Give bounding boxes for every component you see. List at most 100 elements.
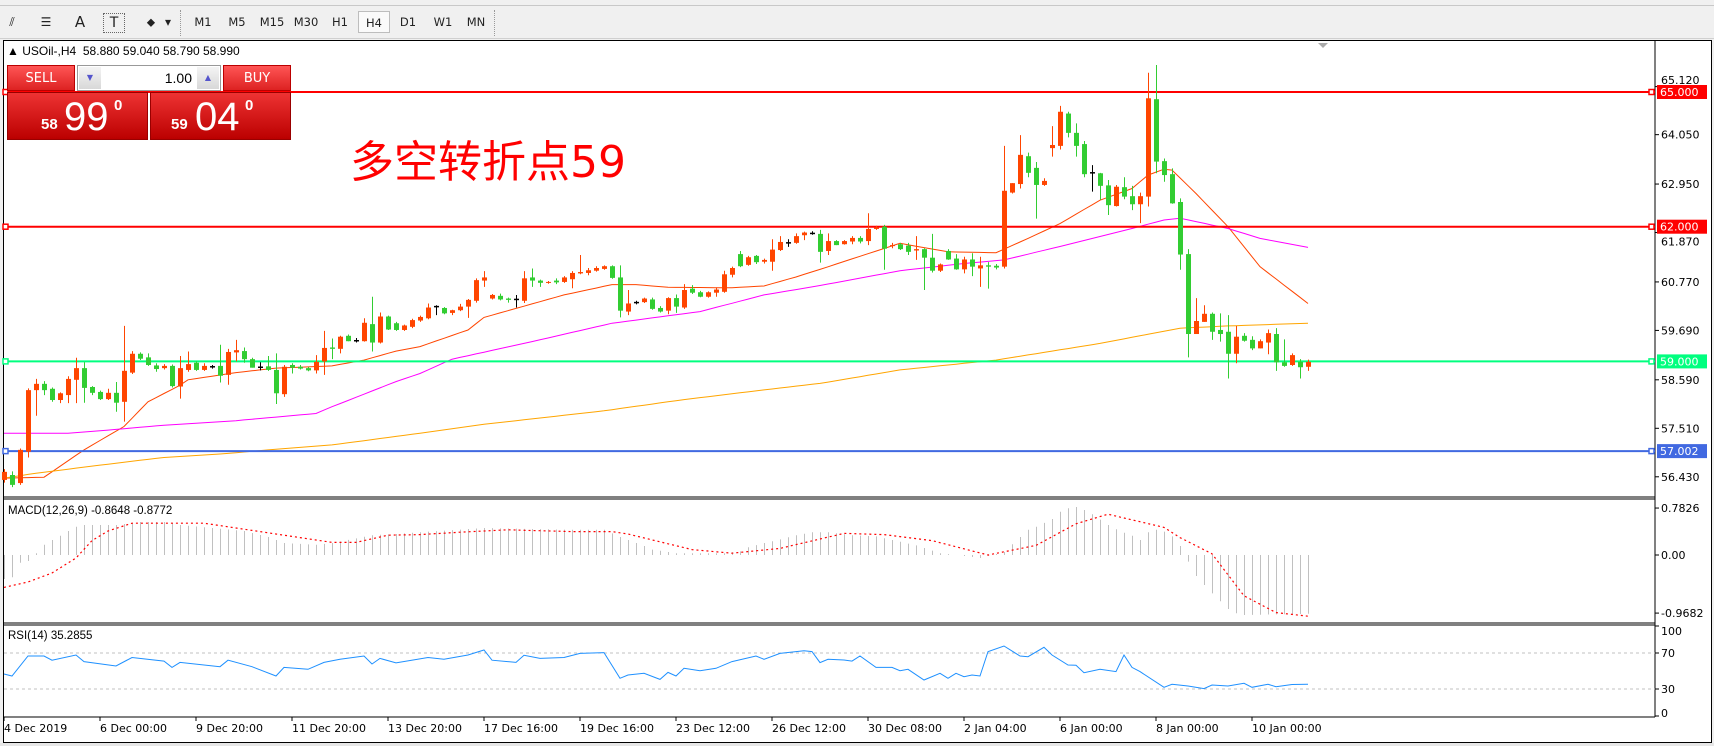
chart-text-annotation[interactable]: 多空转折点59 [350, 137, 626, 188]
candle-up [2, 471, 7, 480]
rsi-title: RSI(14) 35.2855 [8, 630, 92, 642]
price-tag-label: 65.000 [1660, 86, 1699, 99]
timeframe-m15[interactable]: M15 [259, 15, 285, 29]
candle-down [1074, 132, 1079, 146]
candle-down [498, 295, 503, 300]
line-handle[interactable] [2, 223, 9, 230]
candle-up [578, 272, 583, 274]
candle-down [1242, 335, 1247, 341]
chevron-down-icon[interactable]: ▾ [164, 15, 172, 29]
timeframe-d1[interactable]: D1 [399, 15, 417, 29]
timeframe-h4[interactable]: H4 [358, 11, 390, 33]
line-handle[interactable] [2, 358, 9, 365]
candle-down [834, 241, 839, 246]
candle-down [1298, 361, 1303, 368]
candle-up [850, 237, 855, 242]
text-tool-icon[interactable]: A [74, 13, 86, 31]
text-label-icon[interactable]: T [103, 13, 125, 33]
timeframe-m5[interactable]: M5 [228, 15, 246, 29]
candle-up [1306, 361, 1311, 367]
candle-up [1194, 320, 1199, 335]
candle-down [994, 265, 999, 268]
candle-up [938, 264, 943, 271]
volume-increase-button[interactable]: ▲ [197, 67, 219, 89]
candle-down [1170, 174, 1175, 204]
macd-tick-label: 0.00 [1661, 549, 1686, 562]
candle-down [1106, 185, 1111, 206]
price-tag [1657, 444, 1707, 459]
candle-up [890, 245, 895, 247]
timeframe-m30[interactable]: M30 [293, 15, 319, 29]
candle-down [698, 292, 703, 297]
timeframe-h1[interactable]: H1 [332, 15, 348, 29]
candle-down [554, 280, 559, 283]
candle-up [234, 350, 239, 353]
chart-tabs-bar [0, 743, 1714, 746]
chart-shift-marker-icon[interactable] [1318, 43, 1328, 48]
timeframe-mn[interactable]: MN [466, 15, 486, 29]
candle-down [442, 307, 447, 314]
time-tick-label: 8 Jan 00:00 [1156, 722, 1219, 735]
buy-price-box[interactable]: 59 04 0 [150, 92, 291, 140]
rsi-tick-label: 0 [1661, 707, 1668, 720]
candle-up [778, 241, 783, 251]
price-tick-label: 61.870 [1661, 236, 1700, 249]
line-handle[interactable] [1648, 88, 1655, 96]
candle-up [826, 241, 831, 251]
buy-button[interactable]: BUY [223, 65, 291, 91]
arrows-icon[interactable]: ⬥ [146, 15, 156, 29]
price-tag [1657, 354, 1707, 369]
candle-down [250, 359, 255, 368]
line-handle[interactable] [2, 447, 9, 455]
candle-down [330, 347, 335, 349]
line-handle[interactable] [1648, 223, 1655, 230]
fibonacci-icon[interactable]: ☰ [40, 15, 52, 29]
candle-up [458, 306, 463, 311]
candle-up [866, 228, 871, 242]
time-tick-label: 6 Jan 00:00 [1060, 722, 1123, 735]
macd-tick-label: -0.9682 [1661, 607, 1703, 620]
price-tick-label: 57.510 [1661, 422, 1700, 435]
chart-window[interactable] [3, 40, 1712, 743]
candle-up [418, 316, 423, 321]
candle-down [146, 357, 151, 365]
equidistant-channel-icon[interactable]: ⫽ [9, 15, 15, 29]
candle-up [762, 259, 767, 262]
candle-down [1154, 99, 1159, 162]
line-handle[interactable] [1648, 447, 1655, 455]
candle-down [530, 277, 535, 281]
candle-up [594, 268, 599, 271]
candle-up [410, 320, 415, 327]
candle-up [1050, 144, 1055, 149]
candle-down [1082, 144, 1087, 175]
candle-up [338, 336, 343, 349]
buy-price-fraction: 0 [245, 97, 254, 114]
candle-up [474, 280, 479, 301]
candle-down [1274, 334, 1279, 363]
volume-decrease-button[interactable]: ▼ [79, 67, 101, 89]
volume-input[interactable] [102, 67, 196, 89]
candle-up [18, 449, 23, 484]
candle-down [394, 323, 399, 330]
time-tick-label: 30 Dec 08:00 [868, 722, 942, 735]
sell-button[interactable]: SELL [7, 65, 75, 91]
window-top-strip [0, 0, 1714, 6]
timeframe-m1[interactable]: M1 [194, 15, 212, 29]
sell-price-box[interactable]: 58 99 0 [7, 92, 148, 140]
candle-up [402, 325, 407, 330]
time-tick-label: 19 Dec 16:00 [580, 722, 654, 735]
candle-up [682, 290, 687, 308]
timeframe-w1[interactable]: W1 [433, 15, 453, 29]
candle-up [1146, 98, 1151, 197]
rsi-tick-label: 100 [1661, 625, 1682, 638]
candle-down [882, 226, 887, 249]
candle-up [874, 227, 879, 229]
candle-up [322, 347, 327, 362]
line-handle[interactable] [1648, 358, 1655, 365]
candle-down [98, 391, 103, 400]
candle-up [722, 274, 727, 292]
candle-up [378, 316, 383, 343]
candle-up [642, 298, 647, 303]
candle-down [1066, 113, 1071, 133]
